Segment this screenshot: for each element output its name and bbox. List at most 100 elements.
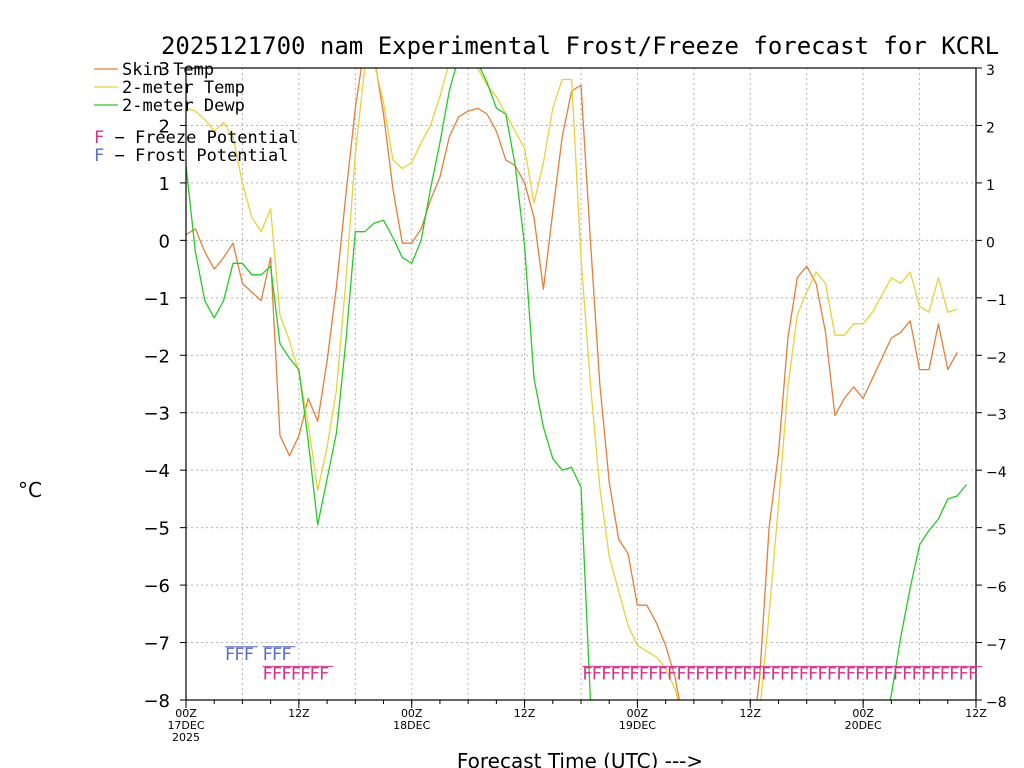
y-tick-label-right: −8 [986,695,1007,711]
frost-marker: F [225,645,235,665]
y-tick-label-right: −2 [986,350,1007,366]
freeze-marker: F [733,664,743,684]
y-tick-label-left: −1 [143,289,170,310]
y-tick-label-left: −2 [143,346,170,367]
freeze-marker: F [874,664,884,684]
frost-marker: F [281,645,291,665]
y-tick-label-right: −7 [986,638,1007,654]
freeze-marker: F [921,664,931,684]
y-tick-label-right: 1 [986,178,995,194]
y-tick-label-left: −3 [143,404,170,425]
legend-frost-potential: F − Frost Potential [94,146,288,166]
x-tick-label: 00Z [175,707,197,720]
freeze-marker: F [695,664,705,684]
freeze-marker: F [592,664,602,684]
freeze-marker: F [629,664,639,684]
y-tick-label-left: −6 [143,576,170,597]
freeze-marker: F [855,664,865,684]
freeze-marker: F [893,664,903,684]
freeze-marker: F [714,664,724,684]
legend-2m-dewp: 2-meter Dewp [122,96,245,116]
legend: Skin Temp 2-meter Temp 2-meter Dewp F − … [94,60,299,166]
y-tick-label-right: −5 [986,523,1007,539]
legend-freeze-text: − Freeze Potential [104,128,298,148]
legend-2m-temp: 2-meter Temp [122,78,245,98]
freeze-marker: F [310,664,320,684]
freeze-marker: F [601,664,611,684]
freeze-marker: F [639,664,649,684]
freeze-marker: F [658,664,668,684]
y-tick-label-left: −4 [143,461,170,482]
freeze-marker: F [949,664,959,684]
frost-marker: F [244,645,254,665]
freeze-marker: F [281,664,291,684]
freeze-marker: F [761,664,771,684]
freeze-marker: F [667,664,677,684]
y-tick-label-right: 3 [986,63,995,79]
frost-marker: F [263,645,273,665]
y-tick-label-left: −7 [143,634,170,655]
y-tick-label-left: 3 [159,59,170,80]
y-tick-label-left: 2 [159,116,170,137]
freeze-marker: F [676,664,686,684]
freeze-marker: F [902,664,912,684]
x-tick-label: 17DEC [167,719,204,732]
legend-frost-symbol: F [94,146,104,166]
freeze-marker: F [705,664,715,684]
x-tick-label: 12Z [288,707,310,720]
freeze-marker: F [808,664,818,684]
y-tick-label-left: 1 [159,174,170,195]
grid [186,68,976,700]
x-tick-label: 12Z [514,707,536,720]
frost-marker: F [234,645,244,665]
freeze-marker: F [291,664,301,684]
y-tick-label-left: −8 [143,691,170,712]
series-line-2-meter-temp [186,68,958,700]
freeze-marker: F [827,664,837,684]
freeze-marker: F [789,664,799,684]
y-tick-label-right: 2 [986,120,995,136]
x-tick-label: 20DEC [845,719,882,732]
freeze-marker: F [272,664,282,684]
y-tick-label-right: −6 [986,580,1007,596]
freeze-marker: F [958,664,968,684]
chart-title: 2025121700 nam Experimental Frost/Freeze… [161,32,999,60]
freeze-marker: F [648,664,658,684]
freeze-marker: F [610,664,620,684]
freeze-marker: F [968,664,978,684]
y-tick-label-right: −1 [986,293,1007,309]
freeze-marker: F [799,664,809,684]
potential-markers: F F F F F FF F F F F F F F F F F F F F F F F F F F F F F F F F F F F F F F F F… [225,645,982,684]
freeze-marker: F [836,664,846,684]
frost-marker: F [272,645,282,665]
freeze-marker: F [883,664,893,684]
y-axis-label: °C [18,478,42,502]
freeze-marker: F [752,664,762,684]
y-tick-label-right: −3 [986,408,1007,424]
freeze-marker: F [620,664,630,684]
y-tick-label-right: 0 [986,235,995,251]
freeze-marker: F [911,664,921,684]
x-tick-label: 00Z [401,707,423,720]
x-tick-label: 18DEC [393,719,430,732]
freeze-marker: F [846,664,856,684]
freeze-marker: F [723,664,733,684]
series-line-2-meter-dewp [186,68,968,700]
x-tick-label: 12Z [740,707,762,720]
legend-freeze-symbol: F [94,128,104,148]
freeze-marker: F [300,664,310,684]
y-tick-label-right: −4 [986,465,1007,481]
legend-skin-temp: Skin Temp [122,60,214,80]
legend-frost-text: − Frost Potential [104,146,288,166]
legend-freeze-potential: F − Freeze Potential [94,128,299,148]
x-tick-label: 12Z [965,707,987,720]
freeze-marker: F [582,664,592,684]
x-tick-label: 00Z [852,707,874,720]
x-axis-label: Forecast Time (UTC) ---> [457,749,703,768]
freeze-marker: F [770,664,780,684]
freeze-marker: F [864,664,874,684]
y-axis-ticks: 3 3 2 2 1 1 0 0 −1 −1 −2 −2 −3 −3 −4 −4 −5 −5 −6 −6 −7 −7 −8 −8 [143,59,1006,712]
freeze-marker: F [780,664,790,684]
